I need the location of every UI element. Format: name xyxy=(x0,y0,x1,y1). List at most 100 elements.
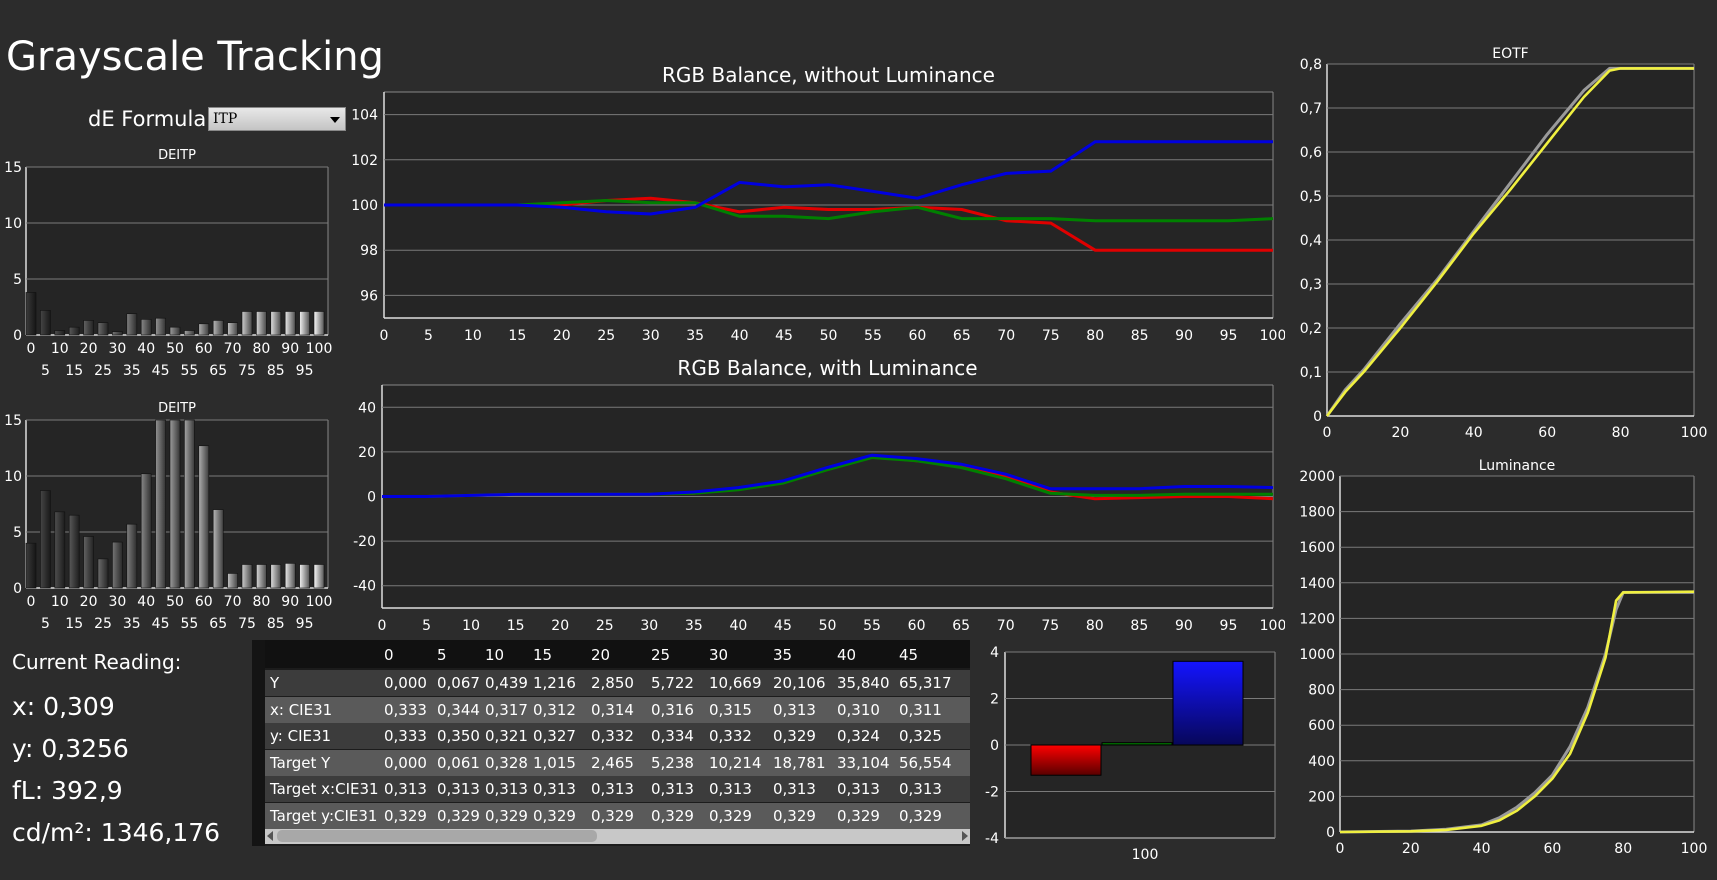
table-cell: 0,315 xyxy=(709,700,752,719)
table-cell: 0,324 xyxy=(837,727,880,745)
chart-title: RGB Balance, with Luminance xyxy=(677,356,977,380)
table-horizontal-scrollbar[interactable] xyxy=(265,828,970,844)
x-tick-label: 35 xyxy=(685,618,703,634)
x-tick-label: 20 xyxy=(553,328,571,344)
deitp-bar xyxy=(97,558,109,589)
table-cell: 0,000 xyxy=(384,674,427,692)
deitp-bar xyxy=(97,322,109,336)
x-tick-label: 40 xyxy=(137,594,155,610)
scrollbar-thumb[interactable] xyxy=(277,830,597,842)
table-column-header: 45 xyxy=(899,646,919,664)
x-tick-label: 20 xyxy=(551,618,569,634)
y-tick-label: 4 xyxy=(990,645,999,661)
x-tick-label: 5 xyxy=(41,616,50,632)
x-category-label: 100 xyxy=(1132,847,1159,863)
table-cell: 0,327 xyxy=(533,727,576,745)
table-cell: 1,216 xyxy=(533,674,576,692)
table-row[interactable]: Target Y 0,000 0,061 0,328 1,015 2,465 5,238 10… xyxy=(265,749,970,776)
x-tick-label: 45 xyxy=(152,616,170,632)
yellow-series-line xyxy=(1339,590,1695,834)
table-cell: 0,313 xyxy=(899,780,942,798)
y-tick-label: 0 xyxy=(13,328,22,344)
deitp-bar xyxy=(284,311,296,336)
x-tick-label: 60 xyxy=(195,341,213,357)
x-tick-label: 10 xyxy=(51,341,69,357)
chart-title: DEITP xyxy=(158,401,196,416)
x-tick-label: 80 xyxy=(1612,425,1630,441)
y-tick-label: 0 xyxy=(13,581,22,597)
x-tick-label: 20 xyxy=(1402,841,1420,857)
x-tick-label: 100 xyxy=(1260,328,1285,344)
x-tick-label: 45 xyxy=(775,328,793,344)
x-tick-label: 100 xyxy=(1681,841,1708,857)
table-cell: 0,312 xyxy=(533,700,576,719)
x-tick-label: 25 xyxy=(94,363,112,379)
x-tick-label: 20 xyxy=(80,594,98,610)
deitp-bar xyxy=(54,330,66,336)
deitp-bar xyxy=(112,331,123,336)
table-row[interactable]: y: CIE31 0,333 0,350 0,321 0,327 0,332 0,334 0,… xyxy=(265,723,970,749)
deitp-bar xyxy=(184,330,195,336)
table-cell: 0,332 xyxy=(709,727,752,745)
table-cell: 35,840 xyxy=(837,674,890,692)
table-row[interactable]: Target y:CIE31 0,329 0,329 0,329 0,329 0,329 0… xyxy=(265,802,970,829)
chart-title: EOTF xyxy=(1492,46,1528,62)
deitp-bar xyxy=(25,292,37,336)
x-tick-label: 0 xyxy=(380,328,389,344)
y-tick-label: 98 xyxy=(360,243,378,259)
x-tick-label: 20 xyxy=(80,341,98,357)
deitp-bar xyxy=(256,564,267,589)
table-cell: 0,311 xyxy=(899,700,942,719)
x-tick-label: 0 xyxy=(27,594,36,610)
y-tick-label: 5 xyxy=(13,272,22,288)
x-tick-label: 25 xyxy=(596,618,614,634)
deitp-bar xyxy=(241,311,253,336)
de-formula-dropdown[interactable]: ITP xyxy=(208,107,346,131)
deitp-bar xyxy=(40,310,51,336)
y-tick-label: 0,8 xyxy=(1300,57,1322,73)
table-row[interactable]: x: CIE31 0,333 0,344 0,317 0,312 0,314 0,316 0,… xyxy=(265,696,970,723)
table-column-header: 5 xyxy=(437,646,447,664)
x-tick-label: 55 xyxy=(180,363,198,379)
table-row[interactable]: Target x:CIE31 0,313 0,313 0,313 0,313 0,313 0… xyxy=(265,776,970,802)
table-cell: 0,321 xyxy=(485,727,528,745)
table-cell: 0,313 xyxy=(837,780,880,798)
deitp-bar xyxy=(212,509,224,589)
y-tick-label: 96 xyxy=(360,288,378,304)
y-tick-label: 0,4 xyxy=(1300,233,1322,249)
y-tick-label: 0,6 xyxy=(1300,145,1322,161)
table-row-label: Target y:CIE31 xyxy=(270,806,378,825)
table-cell: 33,104 xyxy=(837,753,890,772)
scroll-left-icon[interactable] xyxy=(267,831,273,841)
x-tick-label: 100 xyxy=(1260,618,1285,634)
x-tick-label: 95 xyxy=(296,616,314,632)
y-tick-label: 1400 xyxy=(1299,576,1335,592)
rgb-balance-bar-chart: -4 -2 0 2 4 100 xyxy=(985,645,1276,863)
page-title: Grayscale Tracking xyxy=(6,34,384,80)
chevron-down-icon[interactable] xyxy=(330,117,340,123)
x-tick-label: 50 xyxy=(166,594,184,610)
x-tick-label: 10 xyxy=(464,328,482,344)
x-tick-label: 100 xyxy=(306,594,333,610)
table-cell: 0,439 xyxy=(485,674,528,692)
table-cell: 0,313 xyxy=(773,700,816,719)
deitp-bar xyxy=(241,564,253,589)
x-tick-label: 35 xyxy=(123,616,141,632)
x-tick-label: 70 xyxy=(224,594,242,610)
measurement-table[interactable]: 0 5 10 15 20 25 30 35 40 45 Y 0,000 0,067 0,439 1,216… xyxy=(252,640,970,846)
x-tick-label: 100 xyxy=(1681,425,1708,441)
table-cell: 0,329 xyxy=(837,806,880,825)
scroll-right-icon[interactable] xyxy=(962,831,968,841)
y-tick-label: 5 xyxy=(13,525,22,541)
table-row-label: Y xyxy=(270,674,280,692)
table-row[interactable]: Y 0,000 0,067 0,439 1,216 2,850 5,722 10,669 20,… xyxy=(265,670,970,696)
deitp-bar xyxy=(25,542,37,589)
x-tick-label: 60 xyxy=(908,618,926,634)
y-tick-label: 15 xyxy=(4,413,22,429)
deitp-bar xyxy=(270,564,282,589)
deitp-bar xyxy=(155,419,166,589)
x-tick-label: 25 xyxy=(94,616,112,632)
y-tick-label: 1600 xyxy=(1299,540,1335,556)
table-cell: 10,214 xyxy=(709,753,762,772)
